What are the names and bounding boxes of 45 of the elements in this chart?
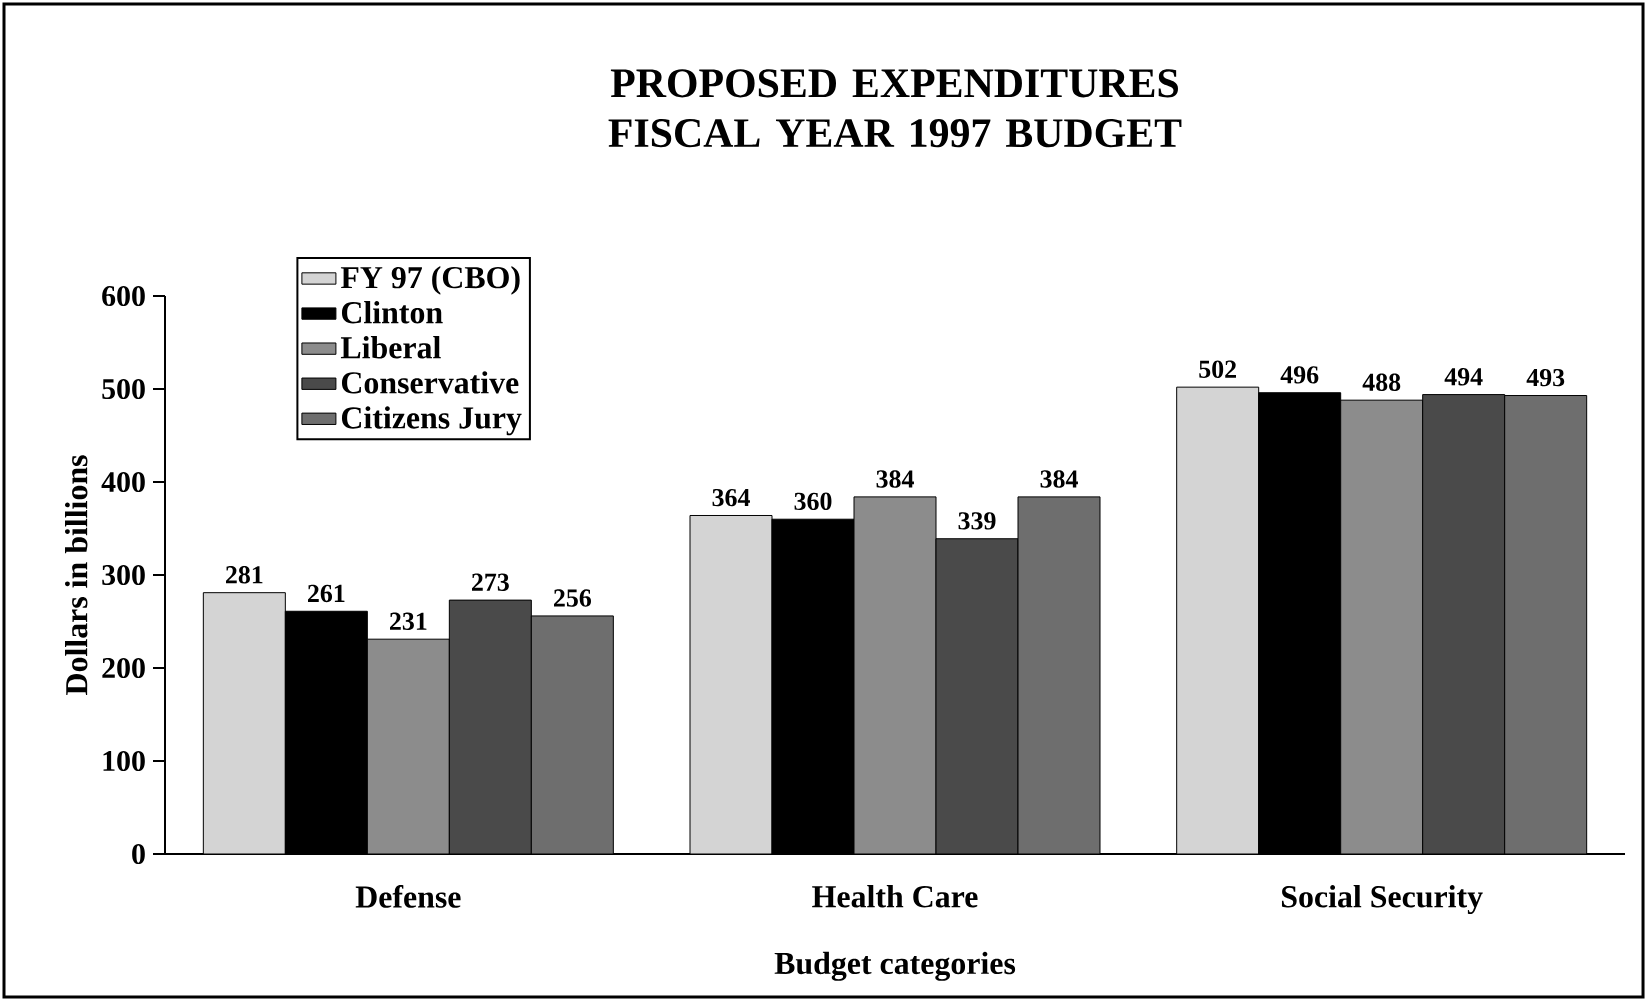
y-tick-label: 100 <box>103 750 145 772</box>
legend-label: Liberal <box>340 336 441 359</box>
x-tick-label: Health Care <box>812 885 978 908</box>
x-axis-title: Budget categories <box>774 951 1016 981</box>
y-tick-label: 0 <box>132 843 145 865</box>
legend-label: Conservative <box>341 371 519 394</box>
legend-label: Citizens Jury <box>341 406 522 436</box>
bar <box>689 514 773 854</box>
data-label: 384 <box>1040 470 1078 488</box>
bar <box>1422 394 1506 854</box>
x-tick-label: Defense <box>355 885 461 908</box>
y-tick-label: 500 <box>102 378 145 400</box>
bar <box>448 599 532 854</box>
bar <box>530 615 614 854</box>
x-tick-label: Social Security <box>1281 885 1483 915</box>
data-label: 502 <box>1199 360 1236 378</box>
y-tick-label: 300 <box>102 564 145 586</box>
y-axis-title: Dollars in billions <box>65 455 88 695</box>
data-label: 231 <box>390 612 427 631</box>
data-label: 261 <box>308 584 345 603</box>
y-tick-label: 400 <box>101 471 145 493</box>
data-label: 493 <box>1526 368 1565 387</box>
bar <box>202 592 286 854</box>
bar <box>366 638 450 854</box>
legend-label: Clinton <box>341 301 443 324</box>
y-tick-label: 200 <box>102 657 145 679</box>
bar <box>1340 399 1424 854</box>
data-label: 384 <box>876 470 914 488</box>
data-label: 256 <box>554 589 591 607</box>
data-label: 488 <box>1362 373 1401 392</box>
bar <box>1504 395 1588 854</box>
data-label: 494 <box>1444 368 1483 386</box>
bar <box>935 538 1019 854</box>
bar <box>853 496 937 854</box>
legend-label: FY 97 (CBO) <box>340 265 520 295</box>
chart-title: PROPOSED EXPENDITURES FISCAL YEAR 1997 BUDGET <box>608 69 1182 148</box>
data-label: 281 <box>226 566 263 584</box>
data-label: 360 <box>794 492 832 511</box>
data-label: 364 <box>712 488 750 507</box>
data-label: 339 <box>958 512 996 530</box>
data-label: 273 <box>472 573 509 591</box>
bar <box>1176 386 1260 854</box>
data-label: 496 <box>1280 366 1319 384</box>
bar <box>1017 496 1101 854</box>
y-tick-label: 600 <box>102 285 145 307</box>
